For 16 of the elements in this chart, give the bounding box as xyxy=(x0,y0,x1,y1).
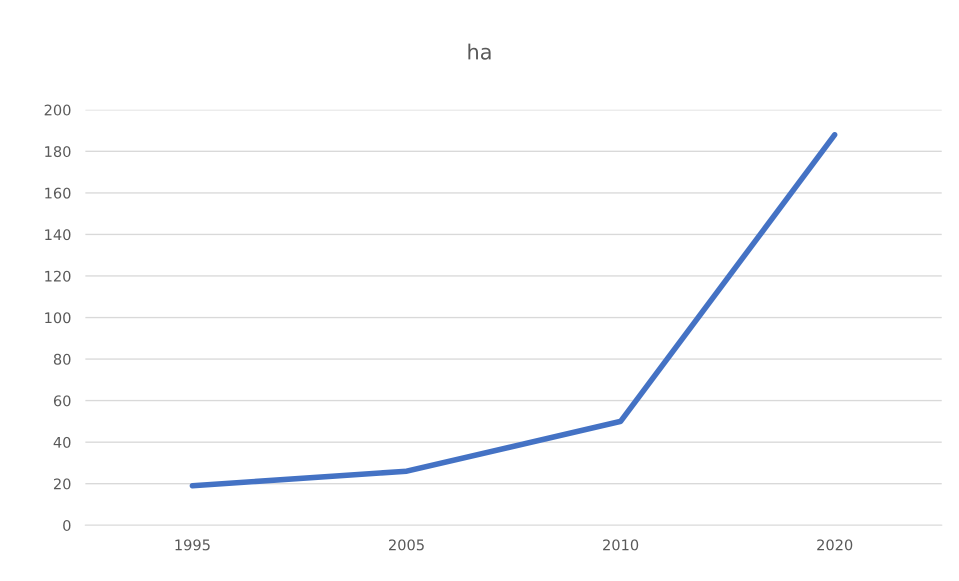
x-tick-label: 2010 xyxy=(603,539,638,550)
x-tick-label: 2020 xyxy=(817,539,852,550)
y-tick-label: 160 xyxy=(45,188,70,199)
y-tick-label: 100 xyxy=(45,312,70,324)
y-tick-label: 60 xyxy=(54,395,70,406)
y-tick-label: 20 xyxy=(54,478,70,490)
y-tick-label: 40 xyxy=(54,436,70,448)
chart-title: ha xyxy=(468,44,491,60)
x-tick-label: 2005 xyxy=(389,539,424,550)
y-tick-label: 180 xyxy=(45,146,70,158)
y-tick-label: 200 xyxy=(44,104,70,116)
y-tick-label: 140 xyxy=(45,229,70,240)
y-tick-label: 120 xyxy=(45,270,70,282)
y-tick-label: 0 xyxy=(63,520,70,531)
x-tick-label: 1995 xyxy=(175,539,210,550)
y-tick-label: 80 xyxy=(54,354,70,365)
